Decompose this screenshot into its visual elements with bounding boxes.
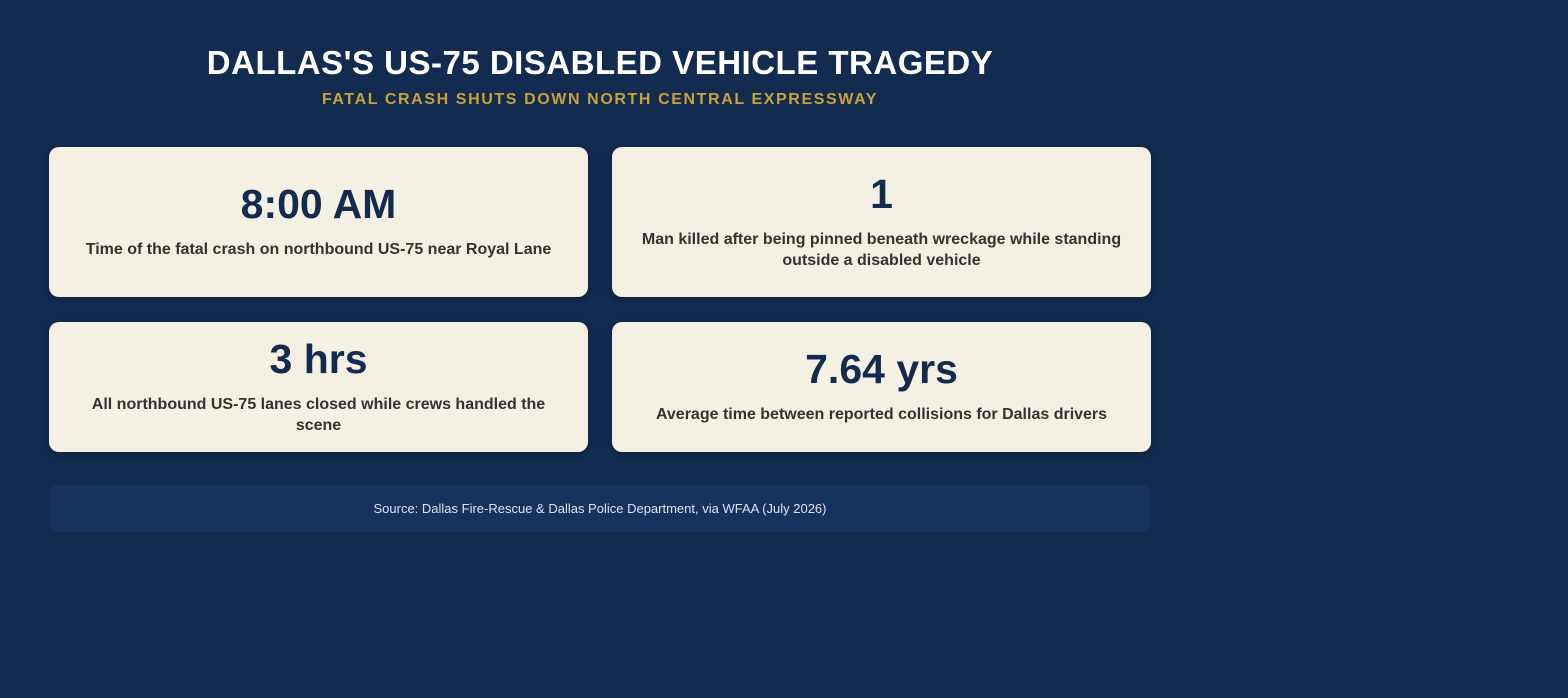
- stat-value: 3 hrs: [269, 335, 368, 382]
- stat-label: Time of the fatal crash on northbound US…: [85, 241, 552, 258]
- stat-label: Man killed after being pinned beneath wr…: [641, 230, 1122, 269]
- stat-card: 7.64 yrs Average time between reported co…: [612, 322, 1151, 452]
- stat-label: Average time between reported collisions…: [655, 406, 1108, 423]
- stat-card: 8:00 AM Time of the fatal crash on northb…: [49, 147, 588, 297]
- title: DALLAS'S US-75 DISABLED VEHICLE TRAGEDY: [206, 44, 994, 81]
- stat-card: 3 hrs All northbound US-75 lanes closed w…: [49, 322, 588, 452]
- stat-label: All northbound US-75 lanes closed while …: [91, 395, 546, 434]
- stat-grid: 8:00 AM Time of the fatal crash on northb…: [49, 147, 1151, 452]
- source: Source: Dallas Fire-Rescue & Dallas Poli…: [49, 485, 1151, 532]
- stat-value: 7.64 yrs: [805, 346, 958, 392]
- stat-value: 8:00 AM: [240, 181, 397, 227]
- stat-value: 1: [870, 170, 893, 217]
- subtitle: FATAL CRASH SHUTS DOWN NORTH CENTRAL EXP…: [321, 91, 879, 108]
- stat-card: 1 Man killed after being pinned beneath w…: [612, 147, 1151, 297]
